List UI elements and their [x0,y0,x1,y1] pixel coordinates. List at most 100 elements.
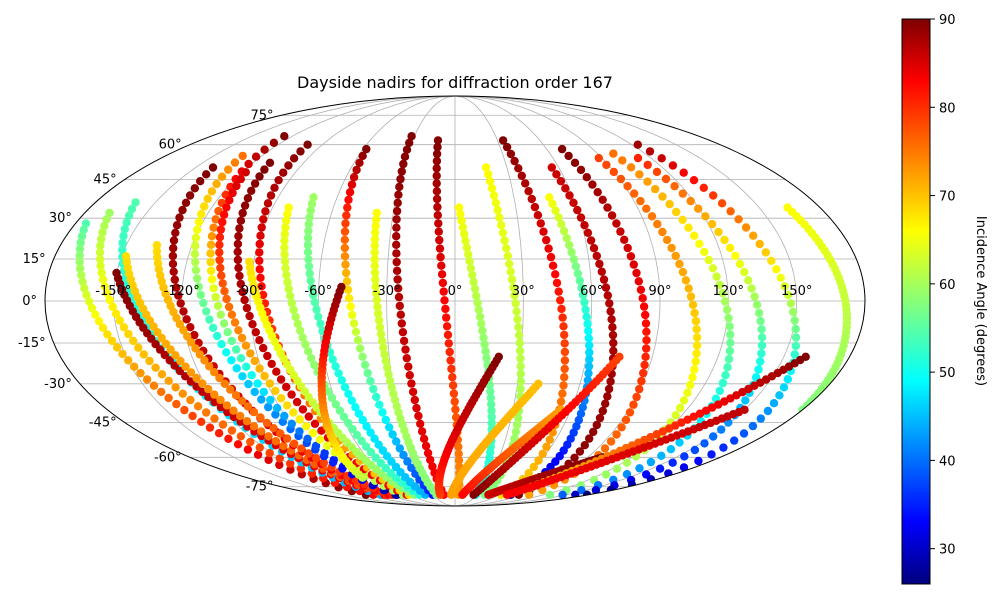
data-point [374,316,384,325]
data-point [283,209,292,219]
data-point [692,333,702,342]
data-point [560,347,570,357]
data-point [169,244,178,253]
data-point [226,385,235,394]
data-point [570,158,580,167]
data-point [691,357,700,366]
data-point [236,411,245,421]
data-point [235,271,244,281]
data-point [612,430,621,439]
data-point [282,270,291,280]
data-point [510,291,519,300]
data-point [434,219,443,228]
data-point [251,328,260,337]
data-point [454,442,463,451]
data-point [390,395,400,405]
data-point [209,223,218,232]
data-point [216,225,226,234]
data-point [269,138,279,147]
data-point [220,287,229,296]
data-point [178,389,187,398]
data-point [203,194,212,203]
data-point [542,442,551,451]
longitude-tick-label: -30° [373,284,401,299]
data-point [276,394,286,403]
data-point [692,349,701,358]
data-point [392,215,401,224]
data-point [434,227,443,236]
data-point [259,215,268,224]
data-point [296,326,305,335]
data-point [347,396,356,405]
data-point [193,402,203,411]
data-point [95,255,105,264]
data-point [202,408,211,417]
data-point [638,294,647,303]
data-point [307,199,317,209]
data-point [208,163,218,172]
data-point [607,315,616,324]
data-point [230,318,240,327]
data-point [97,234,106,244]
data-point [286,291,295,301]
data-point [250,356,259,366]
longitude-tick-label: 120° [713,284,744,299]
data-point [199,298,208,308]
data-point [170,275,179,284]
data-point [267,359,276,369]
data-point [487,400,496,409]
data-point [668,161,678,170]
data-point [479,333,488,342]
data-point [647,212,657,221]
data-point [227,336,236,346]
data-point [312,454,321,463]
data-point [96,241,105,250]
data-point [509,283,518,292]
data-point [675,403,685,413]
data-point [337,282,346,292]
data-point [539,227,548,236]
data-point [168,259,178,269]
data-point [487,412,496,422]
data-point [306,206,315,215]
data-point [213,301,223,311]
data-point [296,464,306,473]
data-point [181,362,190,371]
data-point [347,180,357,189]
data-point [130,362,139,371]
data-point [470,284,480,294]
data-point [393,198,402,208]
data-point [171,351,180,360]
data-point [237,396,247,406]
data-point [399,336,409,346]
data-point [256,413,265,422]
data-point [344,389,353,399]
data-point [657,154,666,163]
data-point [514,164,523,173]
data-point [306,276,315,285]
data-point [443,330,453,340]
data-point [315,435,325,444]
data-point [310,360,319,370]
data-point [206,257,215,267]
data-point [302,422,311,431]
data-point [529,462,538,472]
data-point [179,326,188,335]
data-point [366,428,375,437]
data-point [370,248,379,257]
data-point [222,401,232,410]
data-point [222,294,231,304]
data-point [105,208,114,218]
data-point [626,163,636,172]
data-point [228,188,237,198]
data-point [357,436,366,446]
data-point [372,295,381,305]
data-point [616,174,626,184]
data-point [634,277,643,286]
colorbar-gradient [901,18,931,585]
data-point [514,323,523,332]
data-point [788,307,798,317]
data-point [378,446,388,455]
data-point [775,391,784,400]
data-point [741,223,751,232]
